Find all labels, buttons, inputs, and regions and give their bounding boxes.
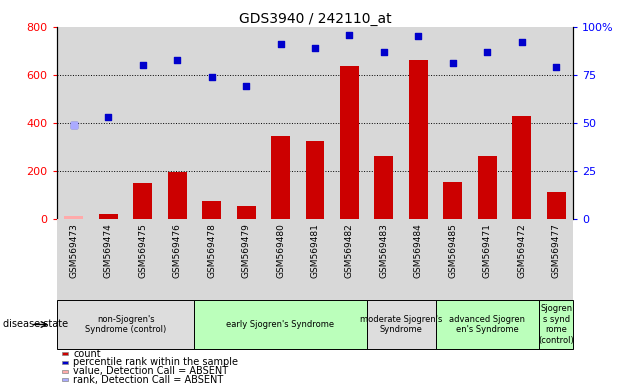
Bar xyxy=(125,27,160,219)
Bar xyxy=(435,300,539,349)
Text: GSM569485: GSM569485 xyxy=(449,223,457,278)
Bar xyxy=(62,369,68,372)
Text: GSM569478: GSM569478 xyxy=(207,223,216,278)
Text: GSM569472: GSM569472 xyxy=(517,223,526,278)
Bar xyxy=(435,219,470,300)
Bar xyxy=(298,219,332,300)
Bar xyxy=(539,27,573,219)
Point xyxy=(413,33,423,40)
Bar xyxy=(401,219,435,300)
Text: advanced Sjogren
en's Syndrome: advanced Sjogren en's Syndrome xyxy=(449,315,525,334)
Text: percentile rank within the sample: percentile rank within the sample xyxy=(73,358,238,367)
Text: GSM569473: GSM569473 xyxy=(69,223,78,278)
Text: GSM569479: GSM569479 xyxy=(242,223,251,278)
Bar xyxy=(263,219,298,300)
Bar xyxy=(195,27,229,219)
Text: GSM569476: GSM569476 xyxy=(173,223,181,278)
Bar xyxy=(64,217,83,219)
Point xyxy=(517,39,527,45)
Bar xyxy=(298,27,332,219)
Bar xyxy=(168,172,186,219)
Text: GSM569482: GSM569482 xyxy=(345,223,354,278)
Text: disease state: disease state xyxy=(3,319,68,329)
Text: rank, Detection Call = ABSENT: rank, Detection Call = ABSENT xyxy=(73,375,224,384)
Point xyxy=(207,74,217,80)
Bar xyxy=(367,27,401,219)
Bar xyxy=(57,27,91,219)
Point xyxy=(69,122,79,128)
Bar xyxy=(478,156,496,219)
Text: GSM569484: GSM569484 xyxy=(414,223,423,278)
Bar xyxy=(470,219,505,300)
Bar xyxy=(539,300,573,349)
Bar xyxy=(160,27,195,219)
Bar xyxy=(539,219,573,300)
Point xyxy=(241,83,251,89)
Text: value, Detection Call = ABSENT: value, Detection Call = ABSENT xyxy=(73,366,228,376)
Bar xyxy=(202,201,221,219)
Text: GSM569477: GSM569477 xyxy=(552,223,561,278)
Text: GDS3940 / 242110_at: GDS3940 / 242110_at xyxy=(239,12,391,25)
Bar xyxy=(505,27,539,219)
Text: GSM569483: GSM569483 xyxy=(379,223,388,278)
Point xyxy=(275,41,285,47)
Bar xyxy=(64,217,83,219)
Bar xyxy=(229,27,263,219)
Bar xyxy=(332,219,367,300)
Bar xyxy=(125,219,160,300)
Point xyxy=(551,64,561,70)
Bar xyxy=(401,27,435,219)
Text: GSM569480: GSM569480 xyxy=(276,223,285,278)
Bar xyxy=(271,136,290,219)
Text: early Sjogren's Syndrome: early Sjogren's Syndrome xyxy=(227,320,335,329)
Bar xyxy=(374,157,393,219)
Point xyxy=(103,114,113,120)
Bar xyxy=(62,378,68,381)
Bar xyxy=(62,352,68,355)
Bar xyxy=(409,61,428,219)
Point xyxy=(448,60,458,66)
Point xyxy=(482,49,492,55)
Bar xyxy=(505,219,539,300)
Bar xyxy=(470,27,505,219)
Bar xyxy=(57,219,91,300)
Bar xyxy=(435,27,470,219)
Bar xyxy=(160,219,195,300)
Bar xyxy=(306,141,324,219)
Bar xyxy=(195,300,367,349)
Bar xyxy=(57,300,195,349)
Point xyxy=(310,45,320,51)
Text: GSM569471: GSM569471 xyxy=(483,223,491,278)
Bar xyxy=(237,206,256,219)
Bar xyxy=(134,183,152,219)
Text: count: count xyxy=(73,349,101,359)
Point xyxy=(345,31,355,38)
Text: GSM569474: GSM569474 xyxy=(104,223,113,278)
Text: GSM569481: GSM569481 xyxy=(311,223,319,278)
Point xyxy=(172,56,182,63)
Bar xyxy=(367,219,401,300)
Bar xyxy=(263,27,298,219)
Bar xyxy=(62,361,68,364)
Bar xyxy=(512,116,531,219)
Bar xyxy=(229,219,263,300)
Bar xyxy=(444,182,462,219)
Bar xyxy=(195,219,229,300)
Point xyxy=(138,62,148,68)
Point xyxy=(379,49,389,55)
Bar xyxy=(91,27,125,219)
Bar xyxy=(367,300,435,349)
Bar xyxy=(547,192,566,219)
Text: Sjogren
s synd
rome
(control): Sjogren s synd rome (control) xyxy=(538,305,574,344)
Point xyxy=(69,122,79,128)
Text: moderate Sjogren's
Syndrome: moderate Sjogren's Syndrome xyxy=(360,315,442,334)
Bar xyxy=(99,214,118,219)
Text: non-Sjogren's
Syndrome (control): non-Sjogren's Syndrome (control) xyxy=(85,315,166,334)
Bar xyxy=(91,219,125,300)
Bar xyxy=(332,27,367,219)
Bar xyxy=(340,66,359,219)
Text: GSM569475: GSM569475 xyxy=(139,223,147,278)
